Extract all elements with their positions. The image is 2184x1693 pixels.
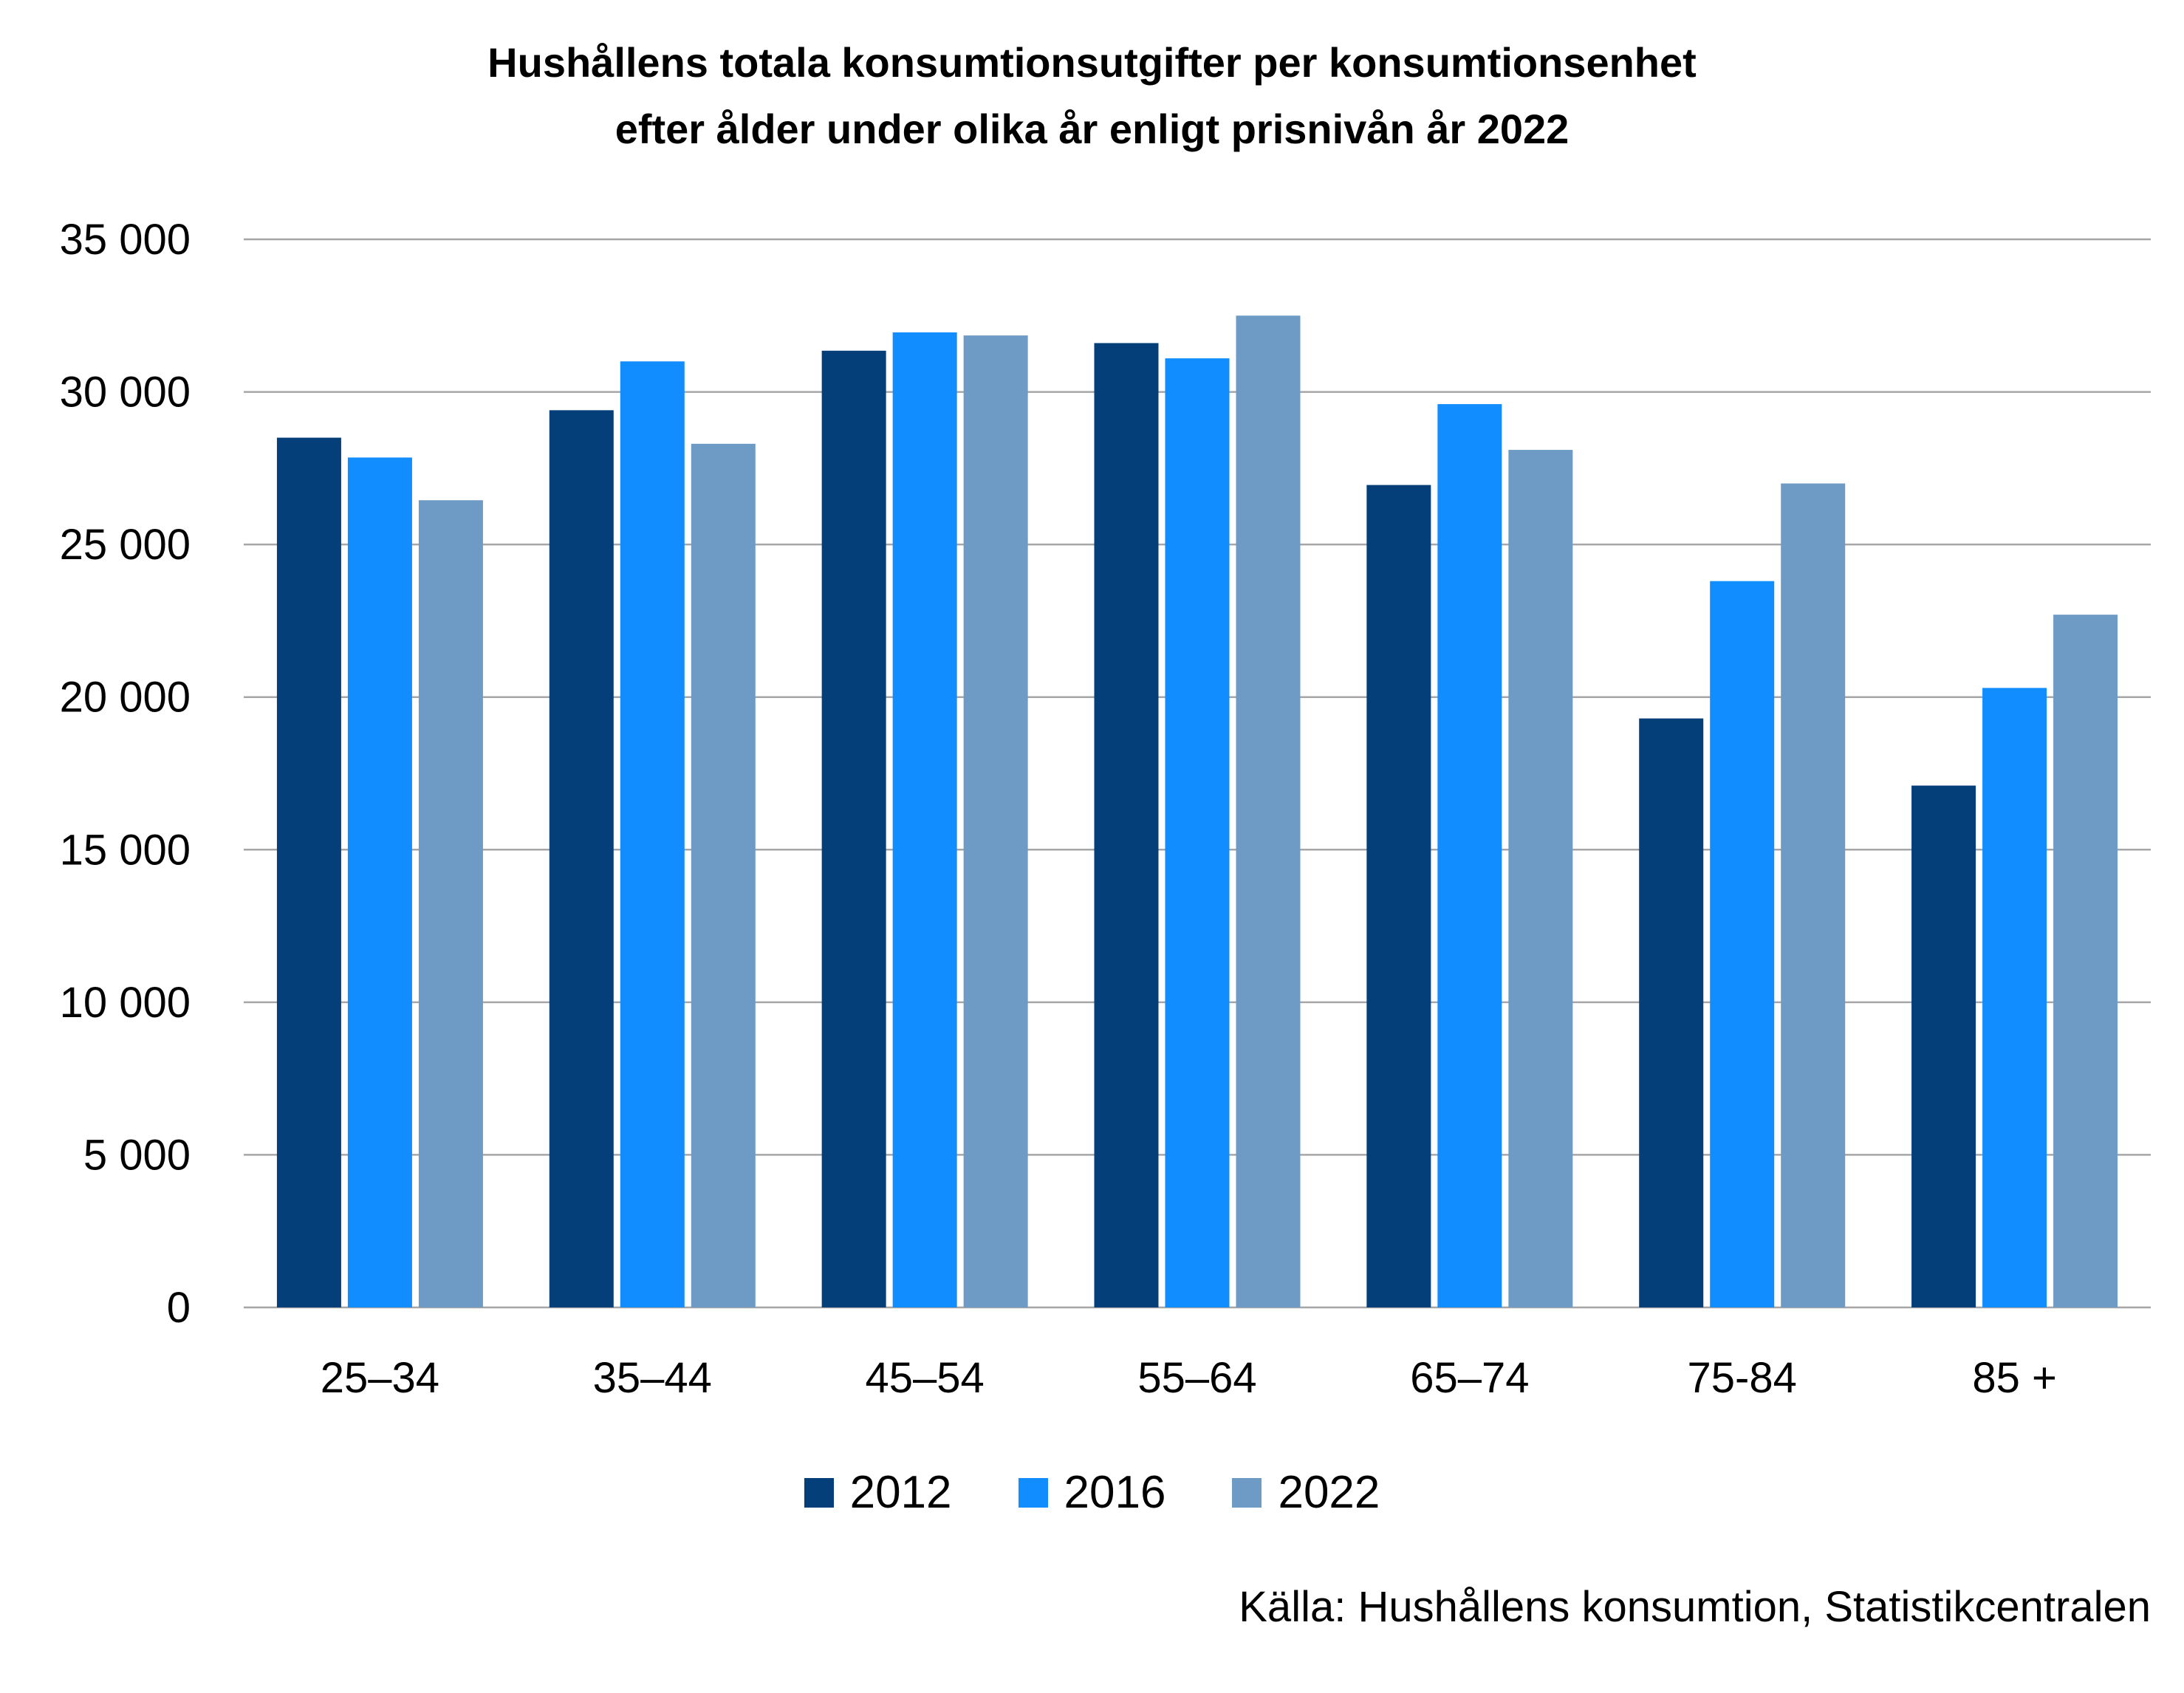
bars [276, 315, 2118, 1308]
chart-title-line2: efter ålder under olika år enligt prisni… [615, 106, 1569, 152]
bar-2012-5 [1639, 718, 1704, 1307]
y-tick-label: 35 000 [60, 216, 191, 264]
legend-label-2016: 2016 [1064, 1467, 1166, 1518]
legend-item-2022: 2022 [1232, 1466, 1380, 1519]
bar-2016-2 [892, 332, 957, 1308]
legend-item-2016: 2016 [1018, 1466, 1166, 1519]
y-tick-label: 10 000 [60, 979, 191, 1027]
legend-item-2012: 2012 [804, 1466, 952, 1519]
bar-2016-1 [620, 361, 685, 1308]
legend-swatch-2022 [1232, 1477, 1262, 1508]
bar-2012-2 [821, 350, 886, 1308]
legend: 2012 2016 2022 [0, 1466, 2184, 1519]
bar-2012-1 [549, 410, 614, 1307]
chart-title: Hushållens totala konsumtionsutgifter pe… [0, 30, 2184, 163]
bar-2022-1 [691, 443, 756, 1308]
x-tick-label: 85 + [1972, 1354, 2057, 1402]
bar-2022-6 [2053, 615, 2118, 1307]
bar-2016-3 [1165, 358, 1230, 1307]
x-axis-ticks: 25–34 35–44 45–54 55–64 65–74 75-84 85 + [321, 1354, 2057, 1402]
bar-2022-3 [1236, 315, 1301, 1308]
legend-label-2022: 2022 [1278, 1467, 1380, 1518]
source-note: Källa: Hushållens konsumtion, Statistikc… [1239, 1583, 2151, 1631]
y-tick-label: 0 [167, 1284, 191, 1332]
bar-2016-5 [1710, 581, 1775, 1307]
bar-2022-4 [1508, 450, 1573, 1307]
bar-2016-6 [1982, 688, 2047, 1307]
x-tick-label: 35–44 [593, 1354, 712, 1402]
y-tick-label: 20 000 [60, 674, 191, 722]
y-tick-label: 5 000 [83, 1131, 191, 1179]
bar-2012-4 [1366, 485, 1431, 1307]
chart-title-line1: Hushållens totala konsumtionsutgifter pe… [487, 39, 1697, 86]
y-axis-ticks: 0 5 000 10 000 15 000 20 000 25 000 30 000 35 0… [60, 216, 191, 1332]
x-tick-label: 45–54 [865, 1354, 984, 1402]
y-tick-label: 25 000 [60, 521, 191, 569]
x-tick-label: 25–34 [321, 1354, 439, 1402]
bar-2016-4 [1437, 404, 1502, 1307]
bar-2012-6 [1911, 785, 1976, 1307]
x-tick-label: 55–64 [1137, 1354, 1256, 1402]
bar-2022-2 [963, 335, 1028, 1307]
legend-label-2012: 2012 [849, 1467, 952, 1518]
x-tick-label: 65–74 [1410, 1354, 1529, 1402]
bar-2016-0 [347, 457, 412, 1307]
bar-2012-3 [1094, 343, 1159, 1308]
legend-swatch-2012 [804, 1477, 834, 1508]
y-tick-label: 30 000 [60, 369, 191, 417]
legend-swatch-2016 [1018, 1477, 1048, 1508]
bar-2022-0 [418, 500, 483, 1308]
bar-2022-5 [1781, 483, 1846, 1307]
x-tick-label: 75-84 [1688, 1354, 1797, 1402]
y-tick-label: 15 000 [60, 826, 191, 874]
bar-2012-0 [276, 437, 341, 1307]
